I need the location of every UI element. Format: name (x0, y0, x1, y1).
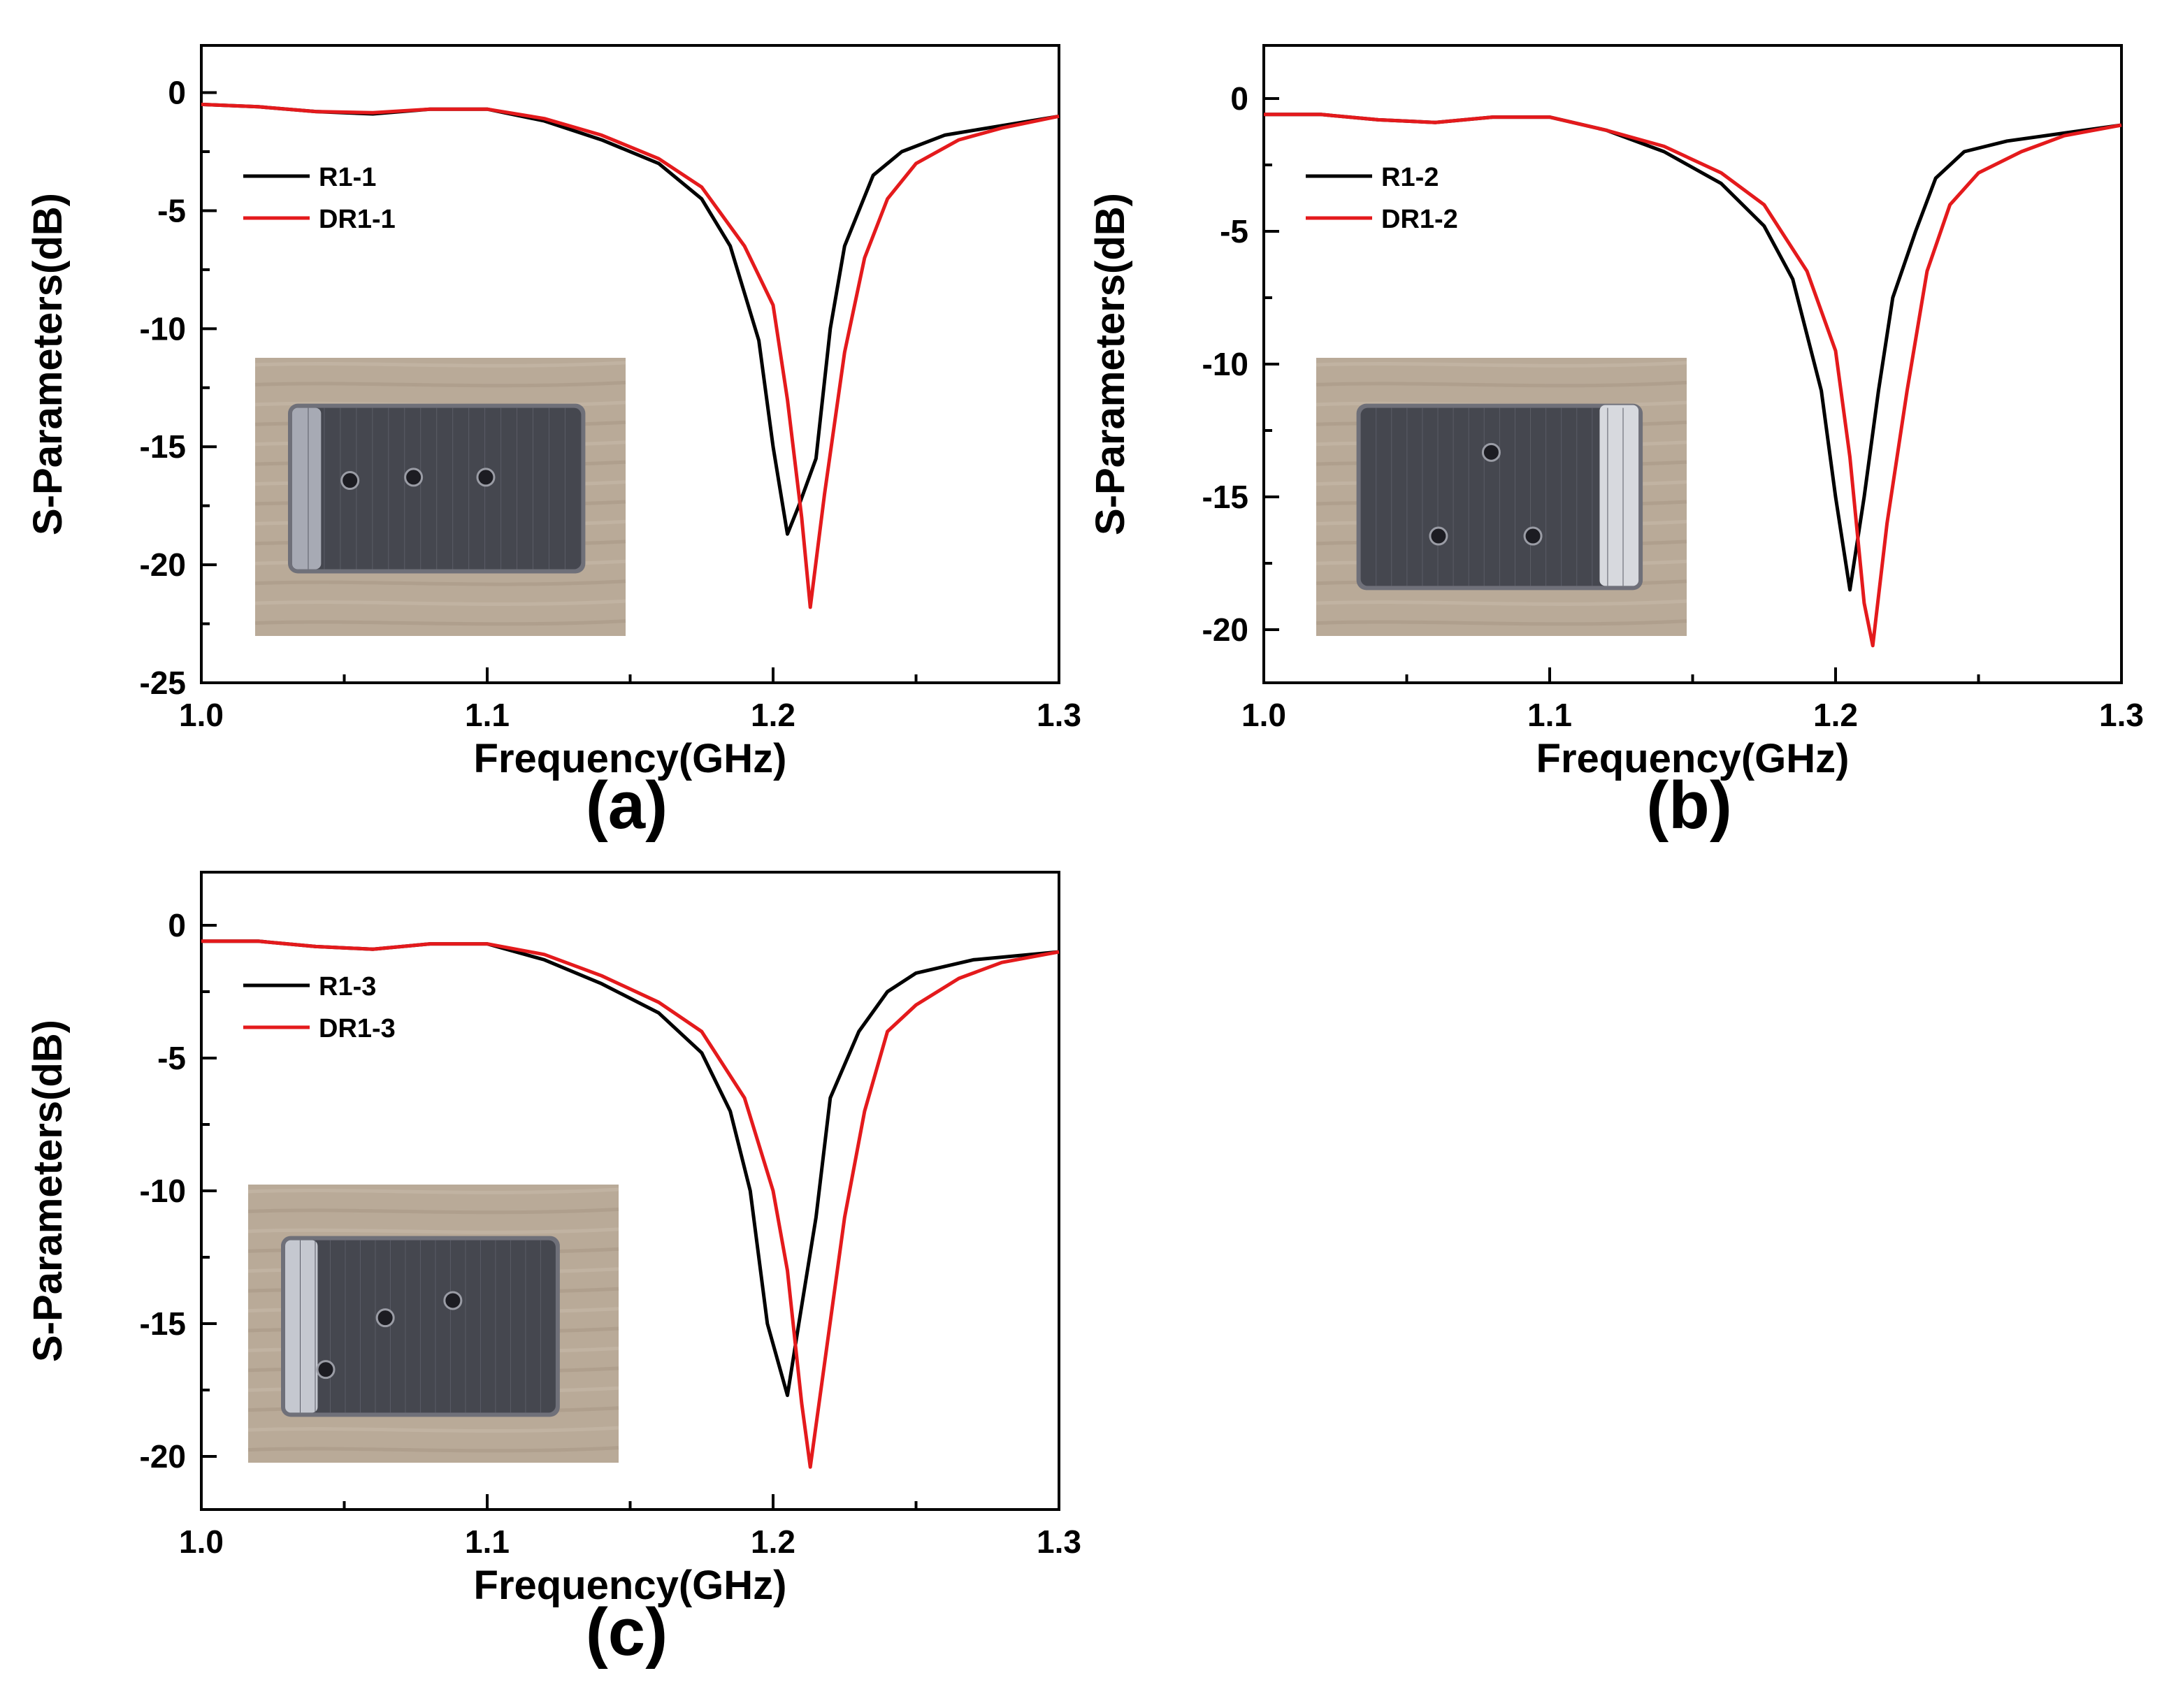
y-tick-label: -5 (157, 1040, 186, 1076)
y-axis-label: S-Parameters(dB) (25, 193, 71, 535)
y-tick-label: -15 (1202, 479, 1248, 515)
y-tick-label: -20 (140, 547, 186, 583)
x-axis-label: Frequency(GHz) (474, 736, 787, 781)
y-tick-label: 0 (1230, 80, 1248, 117)
y-tick-label: -10 (1202, 346, 1248, 382)
series-line-dr1-1 (201, 102, 1060, 609)
sample-light-band (1599, 405, 1639, 586)
legend-entry: R1-2 (1381, 163, 1439, 192)
sample-hole (316, 1360, 336, 1380)
x-tick-label: 1.2 (751, 1524, 795, 1560)
y-tick-label: -5 (1220, 213, 1248, 249)
photo-wood-grain (1316, 599, 1687, 607)
chart-panel-a: 1.0 1.1 1.2 1.3 0 -5 -10 -15 -20 -25 Frequency(GHz… (25, 44, 1081, 843)
y-axis-label: S-Parameters(dB) (1088, 193, 1133, 535)
photo-wood-grain (1316, 380, 1687, 388)
panel-label: (c) (586, 1595, 668, 1670)
photo-wood-grain (247, 1426, 619, 1433)
x-tick-label: 1.0 (179, 1524, 224, 1560)
x-tick-label: 1.2 (1813, 697, 1858, 733)
photo-wood-grain (254, 361, 626, 368)
sample-hole (375, 1308, 395, 1328)
x-tick-label: 1.2 (751, 697, 795, 733)
sample-light-band (292, 407, 322, 570)
y-tick-label: -20 (1202, 611, 1248, 648)
y-tick-label: -10 (140, 310, 186, 347)
x-tick-label: 1.0 (179, 697, 224, 733)
series-line-dr1-2 (1264, 113, 2122, 648)
photo-wood-grain (254, 579, 626, 586)
photo-wood-grain (1316, 619, 1687, 626)
legend-entry: DR1-1 (319, 205, 396, 234)
photo-wood-grain (247, 1207, 619, 1215)
photo-wood-grain (254, 380, 626, 388)
x-tick-label: 1.3 (2099, 697, 2144, 733)
panel-label: (a) (586, 768, 668, 843)
legend-entry: R1-1 (319, 163, 376, 192)
photo-wood-grain (247, 1446, 619, 1453)
sample-hole (1523, 526, 1543, 546)
x-axis-label: Frequency(GHz) (1536, 736, 1850, 781)
legend-entry: DR1-3 (319, 1014, 396, 1043)
y-tick-label: 0 (168, 907, 186, 943)
y-tick-label: -5 (157, 192, 186, 229)
x-tick-label: 1.3 (1037, 697, 1081, 733)
legend-entry: DR1-2 (1381, 205, 1458, 234)
sample-hole (1429, 526, 1448, 546)
y-tick-label: -20 (140, 1438, 186, 1475)
sample-hole (476, 468, 496, 487)
y-tick-label: -15 (140, 1305, 186, 1342)
sample-hole (340, 471, 360, 491)
x-tick-label: 1.1 (1527, 697, 1572, 733)
photo-wood-grain (254, 619, 626, 626)
y-axis-label: S-Parameters(dB) (25, 1020, 71, 1362)
sample-hole (443, 1291, 463, 1310)
x-tick-label: 1.1 (465, 1524, 510, 1560)
photo-wood-grain (1316, 361, 1687, 368)
sample-hole (404, 468, 424, 487)
panel-label: (b) (1646, 768, 1732, 843)
chart-panel-b: 1.0 1.1 1.2 1.3 0 -5 -10 -15 -20 Frequency(GHz) S-… (1088, 44, 2144, 843)
y-tick-label: -15 (140, 428, 186, 465)
photo-wood-grain (247, 1187, 619, 1194)
y-tick-label: -25 (140, 665, 186, 701)
sample-hole (1481, 442, 1501, 462)
sample-light-band (285, 1240, 318, 1413)
x-tick-label: 1.1 (465, 697, 510, 733)
series-line-dr1-3 (201, 939, 1060, 1469)
x-tick-label: 1.3 (1037, 1524, 1081, 1560)
x-tick-label: 1.0 (1241, 697, 1286, 733)
chart-panel-c: 1.0 1.1 1.2 1.3 0 -5 -10 -15 -20 Frequency(GHz) S-… (25, 871, 1081, 1670)
x-axis-label: Frequency(GHz) (474, 1563, 787, 1608)
legend-entry: R1-3 (319, 972, 376, 1001)
photo-wood-grain (254, 599, 626, 607)
photo-wood-grain (247, 1227, 619, 1234)
y-tick-label: -10 (140, 1173, 186, 1209)
y-tick-label: 0 (168, 75, 186, 111)
